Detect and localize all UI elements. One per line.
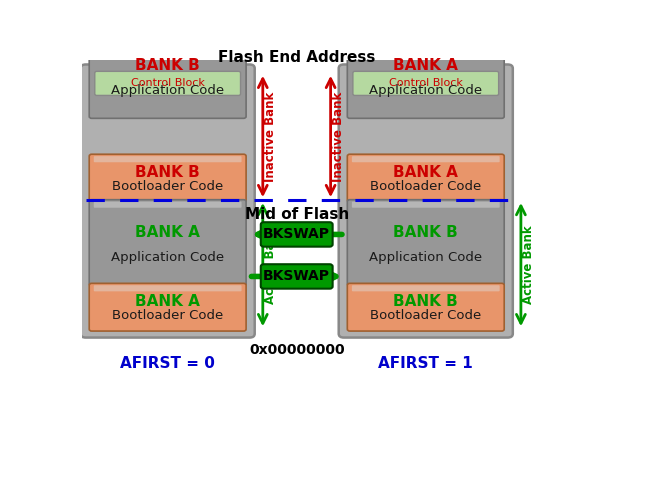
Text: BANK B: BANK B — [135, 165, 200, 181]
Text: Application Code: Application Code — [111, 251, 224, 264]
Text: BANK A: BANK A — [135, 225, 200, 240]
FancyBboxPatch shape — [261, 222, 332, 247]
Text: 0x00000000: 0x00000000 — [249, 343, 345, 357]
Text: Active Bank: Active Bank — [522, 225, 535, 304]
Text: Inactive Bank: Inactive Bank — [264, 91, 278, 182]
Text: BANK A: BANK A — [135, 295, 200, 310]
Text: AFIRST = 0: AFIRST = 0 — [120, 356, 215, 371]
Text: BANK A: BANK A — [393, 165, 458, 181]
FancyBboxPatch shape — [353, 71, 499, 95]
FancyBboxPatch shape — [89, 32, 246, 119]
Text: Control Block: Control Block — [131, 78, 204, 88]
Text: Application Code: Application Code — [369, 251, 483, 264]
FancyBboxPatch shape — [352, 201, 500, 208]
FancyBboxPatch shape — [80, 64, 255, 338]
Text: Bootloader Code: Bootloader Code — [112, 180, 223, 192]
Text: Active Bank: Active Bank — [264, 225, 278, 304]
Text: Application Code: Application Code — [369, 84, 483, 97]
FancyBboxPatch shape — [352, 285, 500, 291]
FancyBboxPatch shape — [339, 64, 513, 338]
Text: BANK B: BANK B — [393, 225, 458, 240]
FancyBboxPatch shape — [94, 285, 242, 291]
FancyBboxPatch shape — [94, 201, 242, 208]
Text: Bootloader Code: Bootloader Code — [370, 309, 481, 321]
Text: Application Code: Application Code — [111, 84, 224, 97]
Text: BANK B: BANK B — [135, 58, 200, 73]
FancyBboxPatch shape — [89, 154, 246, 202]
FancyBboxPatch shape — [352, 34, 500, 41]
Text: Control Block: Control Block — [389, 78, 463, 88]
Text: BKSWAP: BKSWAP — [263, 269, 330, 283]
Text: Inactive Bank: Inactive Bank — [332, 91, 345, 182]
FancyBboxPatch shape — [95, 71, 240, 95]
FancyBboxPatch shape — [347, 154, 504, 202]
Text: Mid of Flash: Mid of Flash — [245, 207, 349, 222]
FancyBboxPatch shape — [94, 34, 242, 41]
FancyBboxPatch shape — [89, 200, 246, 286]
FancyBboxPatch shape — [94, 156, 242, 162]
FancyBboxPatch shape — [347, 32, 504, 119]
FancyBboxPatch shape — [89, 283, 246, 331]
Text: Flash End Address: Flash End Address — [218, 50, 375, 65]
Text: BANK B: BANK B — [393, 295, 458, 310]
FancyBboxPatch shape — [352, 156, 500, 162]
FancyBboxPatch shape — [347, 200, 504, 286]
Text: Bootloader Code: Bootloader Code — [370, 180, 481, 192]
FancyBboxPatch shape — [347, 283, 504, 331]
Text: BANK A: BANK A — [393, 58, 458, 73]
Text: BKSWAP: BKSWAP — [263, 228, 330, 242]
Text: Bootloader Code: Bootloader Code — [112, 309, 223, 321]
FancyBboxPatch shape — [261, 264, 332, 289]
Text: AFIRST = 1: AFIRST = 1 — [378, 356, 473, 371]
